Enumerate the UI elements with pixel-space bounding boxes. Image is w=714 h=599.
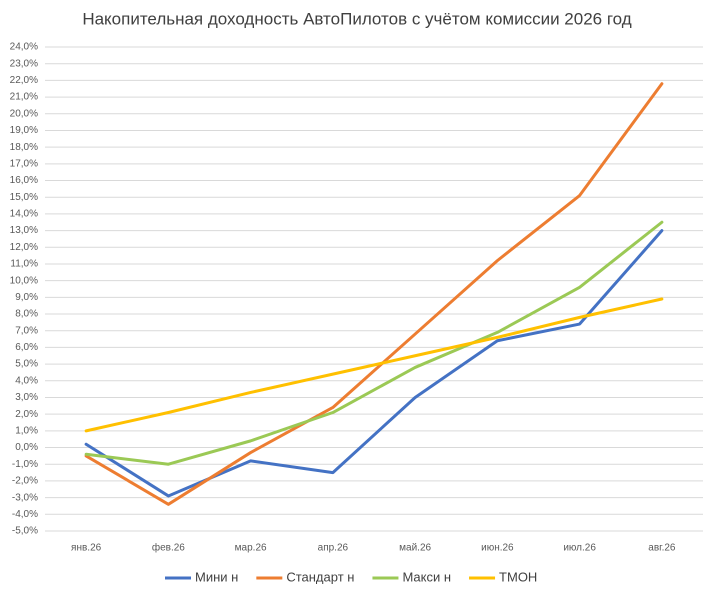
chart-title: Накопительная доходность АвтоПилотов с у… — [82, 9, 631, 28]
y-tick-label: 10,0% — [10, 275, 38, 286]
y-tick-label: 20,0% — [10, 108, 38, 119]
x-tick-label: янв.26 — [71, 543, 102, 554]
y-tick-label: 3,0% — [15, 392, 38, 403]
y-tick-label: 18,0% — [10, 142, 38, 153]
y-tick-label: 7,0% — [15, 325, 38, 336]
x-tick-label: июл.26 — [563, 543, 596, 554]
y-tick-label: 11,0% — [10, 259, 38, 270]
y-tick-label: 12,0% — [10, 242, 38, 253]
legend-label: ТМОН — [499, 569, 537, 584]
y-tick-label: 14,0% — [10, 209, 38, 220]
y-tick-label: 22,0% — [10, 75, 38, 86]
y-tick-label: 6,0% — [15, 342, 38, 353]
legend-label: Макси н — [402, 569, 451, 584]
y-tick-label: 4,0% — [15, 375, 38, 386]
series-line — [84, 220, 664, 466]
y-tick-label: -1,0% — [12, 459, 38, 470]
y-tick-label: 19,0% — [10, 125, 38, 136]
series-line — [84, 297, 664, 433]
x-tick-label: авг.26 — [648, 543, 676, 554]
series-line — [84, 229, 664, 498]
x-tick-label: апр.26 — [318, 543, 349, 554]
x-tick-label: фев.26 — [152, 542, 185, 554]
legend-label: Мини н — [195, 569, 238, 584]
y-tick-label: 24,0% — [10, 42, 38, 53]
y-tick-label: -5,0% — [12, 526, 38, 537]
x-tick-label: мар.26 — [235, 543, 267, 554]
y-tick-label: 0,0% — [15, 442, 38, 453]
y-tick-label: 8,0% — [15, 309, 38, 320]
y-tick-label: 21,0% — [10, 92, 38, 103]
y-tick-label: 5,0% — [15, 359, 38, 370]
y-tick-label: -2,0% — [12, 476, 38, 487]
y-tick-label: -4,0% — [12, 509, 38, 520]
y-tick-label: -3,0% — [12, 492, 38, 503]
y-tick-label: 1,0% — [15, 426, 38, 437]
y-tick-label: 13,0% — [10, 225, 38, 236]
x-tick-label: май.26 — [399, 543, 431, 554]
y-tick-label: 15,0% — [10, 192, 38, 203]
series-line — [84, 82, 664, 506]
y-tick-label: 9,0% — [15, 292, 38, 303]
y-tick-label: 16,0% — [10, 175, 38, 186]
legend-label: Стандарт н — [286, 569, 354, 584]
y-tick-label: 23,0% — [10, 58, 38, 69]
y-tick-label: 2,0% — [15, 409, 38, 420]
x-tick-label: июн.26 — [481, 543, 514, 554]
y-tick-label: 17,0% — [10, 158, 38, 169]
